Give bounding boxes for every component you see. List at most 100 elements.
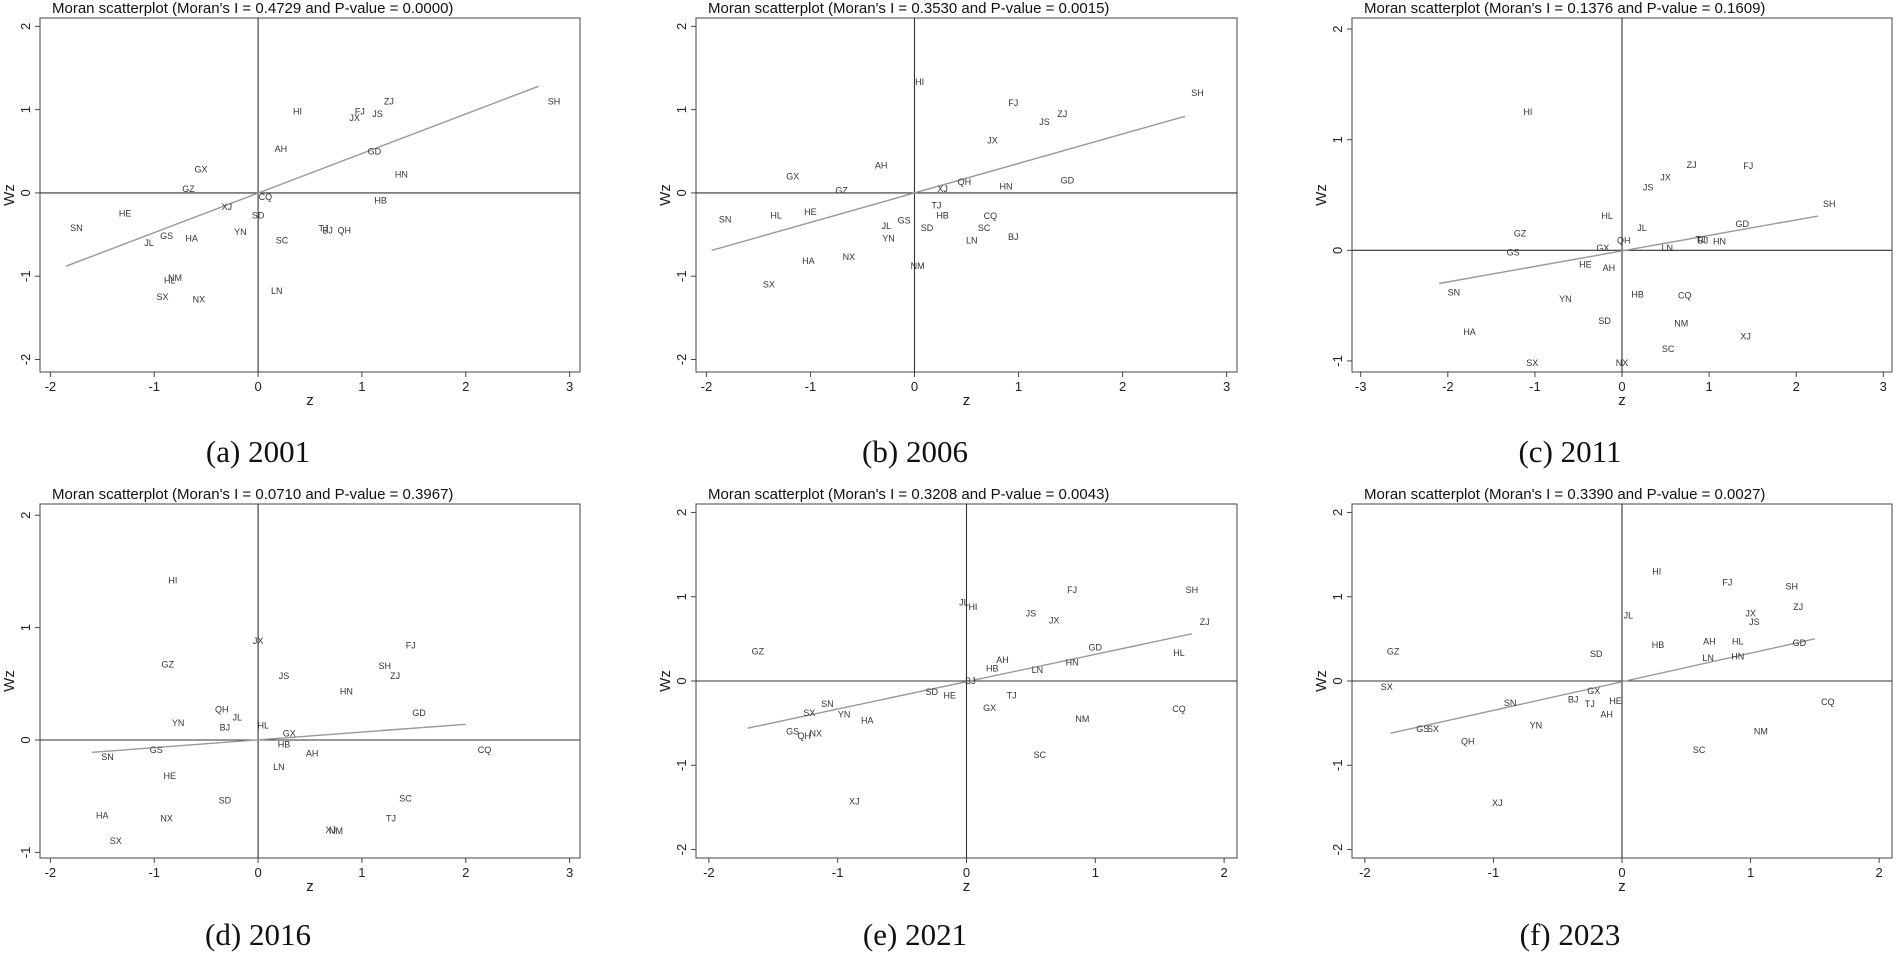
x-axis-label: z bbox=[1618, 878, 1626, 895]
point-label-nx: NX bbox=[843, 252, 856, 262]
x-tick-label: 0 bbox=[911, 379, 918, 394]
point-label-jx: JX bbox=[1745, 609, 1756, 619]
point-label-hb: HB bbox=[1652, 640, 1665, 650]
x-axis-label: z bbox=[963, 392, 971, 409]
point-label-hb: HB bbox=[278, 739, 291, 749]
x-tick-label: -1 bbox=[832, 865, 844, 880]
moran-panel-4: Moran scatterplot (Moran's I = 0.0710 an… bbox=[1, 486, 581, 952]
x-tick-label: -1 bbox=[1488, 865, 1500, 880]
y-tick-label: 1 bbox=[674, 106, 689, 113]
x-tick-label: 1 bbox=[1092, 865, 1099, 880]
y-tick-label: 0 bbox=[18, 189, 33, 196]
x-tick-label: 3 bbox=[1223, 379, 1230, 394]
point-label-ha: HA bbox=[96, 810, 109, 820]
point-label-he: HE bbox=[1579, 260, 1592, 270]
point-label-nx: NX bbox=[160, 814, 173, 824]
point-label-bj: BJ bbox=[1008, 232, 1019, 242]
point-label-nx: NX bbox=[193, 295, 206, 305]
x-tick-label: -2 bbox=[703, 865, 715, 880]
point-label-sc: SC bbox=[1034, 750, 1047, 760]
point-label-yn: YN bbox=[838, 710, 851, 720]
point-label-hb: HB bbox=[1631, 290, 1644, 300]
x-tick-label: 2 bbox=[1876, 865, 1883, 880]
point-label-sx: SX bbox=[1427, 724, 1439, 734]
x-tick-label: -2 bbox=[45, 379, 57, 394]
point-label-gz: GZ bbox=[182, 184, 195, 194]
point-label-xj: XJ bbox=[1740, 332, 1751, 342]
point-label-he: HE bbox=[119, 209, 132, 219]
point-label-sc: SC bbox=[276, 235, 289, 245]
y-tick-label: -1 bbox=[1330, 760, 1345, 772]
point-label-jx: JX bbox=[1049, 615, 1060, 625]
point-label-ln: LN bbox=[1702, 653, 1714, 663]
y-tick-label: 2 bbox=[674, 509, 689, 516]
chart-title: Moran scatterplot (Moran's I = 0.4729 an… bbox=[52, 0, 453, 17]
point-label-zj: ZJ bbox=[384, 96, 394, 106]
point-label-hb: HB bbox=[936, 210, 949, 220]
fit-line bbox=[747, 633, 1193, 729]
point-label-ah: AH bbox=[1703, 636, 1716, 646]
x-axis-label: z bbox=[306, 878, 314, 895]
y-axis-label: Wz bbox=[657, 184, 674, 206]
x-tick-label: 2 bbox=[1793, 379, 1800, 394]
point-label-hn: HN bbox=[1731, 652, 1744, 662]
fit-line bbox=[1438, 215, 1819, 285]
y-tick-label: -1 bbox=[18, 270, 33, 282]
point-label-hn: HN bbox=[340, 687, 353, 697]
point-label-zj: ZJ bbox=[1057, 109, 1067, 119]
point-label-hl: HL bbox=[1173, 648, 1185, 658]
point-label-hi: HI bbox=[168, 575, 177, 585]
point-label-gd: GD bbox=[1793, 638, 1807, 648]
point-label-js: JS bbox=[1026, 609, 1037, 619]
panel-caption: (d) 2016 bbox=[205, 917, 311, 952]
panel-caption: (f) 2023 bbox=[1520, 917, 1621, 952]
point-label-sx: SX bbox=[157, 292, 169, 302]
point-label-hl: HL bbox=[258, 720, 270, 730]
moran-panel-5: Moran scatterplot (Moran's I = 0.3208 an… bbox=[657, 486, 1238, 952]
point-label-cq: CQ bbox=[259, 192, 273, 202]
point-label-sd: SD bbox=[219, 796, 232, 806]
plot-frame bbox=[39, 503, 581, 859]
point-label-gs: GS bbox=[1507, 248, 1520, 258]
point-label-hi: HI bbox=[293, 106, 302, 116]
y-tick-label: -2 bbox=[674, 844, 689, 856]
point-label-sc: SC bbox=[1693, 745, 1706, 755]
y-tick-label: -1 bbox=[674, 270, 689, 282]
point-label-yn: YN bbox=[172, 718, 185, 728]
point-label-zj: ZJ bbox=[1687, 160, 1697, 170]
y-axis-label: Wz bbox=[1, 184, 18, 206]
point-label-qh: QH bbox=[958, 177, 972, 187]
point-label-ha: HA bbox=[802, 256, 815, 266]
x-tick-label: -3 bbox=[1355, 379, 1367, 394]
point-label-gx: GX bbox=[983, 703, 996, 713]
point-label-cq: CQ bbox=[1678, 291, 1692, 301]
x-tick-label: 1 bbox=[358, 379, 365, 394]
x-tick-label: 0 bbox=[254, 865, 261, 880]
x-tick-label: 0 bbox=[1618, 379, 1625, 394]
point-label-sn: SN bbox=[1448, 287, 1461, 297]
x-tick-label: -2 bbox=[1442, 379, 1454, 394]
point-label-gd: GD bbox=[412, 708, 426, 718]
point-label-xj: XJ bbox=[222, 202, 233, 212]
point-label-ln: LN bbox=[1662, 243, 1674, 253]
point-label-hb: HB bbox=[374, 195, 387, 205]
chart-title: Moran scatterplot (Moran's I = 0.0710 an… bbox=[52, 486, 453, 503]
point-label-cq: CQ bbox=[1172, 704, 1186, 714]
point-label-gd: GD bbox=[1061, 175, 1075, 185]
point-label-sx: SX bbox=[1381, 682, 1393, 692]
point-label-sx: SX bbox=[110, 836, 122, 846]
plot-frame bbox=[695, 17, 1238, 373]
point-label-xj: XJ bbox=[937, 184, 948, 194]
point-label-hl: HL bbox=[164, 275, 176, 285]
point-label-gx: GX bbox=[194, 165, 207, 175]
y-tick-label: 1 bbox=[1330, 593, 1345, 600]
point-label-jx: JX bbox=[987, 135, 998, 145]
point-label-ha: HA bbox=[1463, 327, 1476, 337]
point-label-gd: GD bbox=[1089, 642, 1103, 652]
point-label-sx: SX bbox=[803, 708, 815, 718]
point-label-hn: HN bbox=[395, 170, 408, 180]
point-label-fj: FJ bbox=[1743, 161, 1753, 171]
fit-line bbox=[65, 85, 539, 267]
point-label-bj: BJ bbox=[220, 723, 231, 733]
